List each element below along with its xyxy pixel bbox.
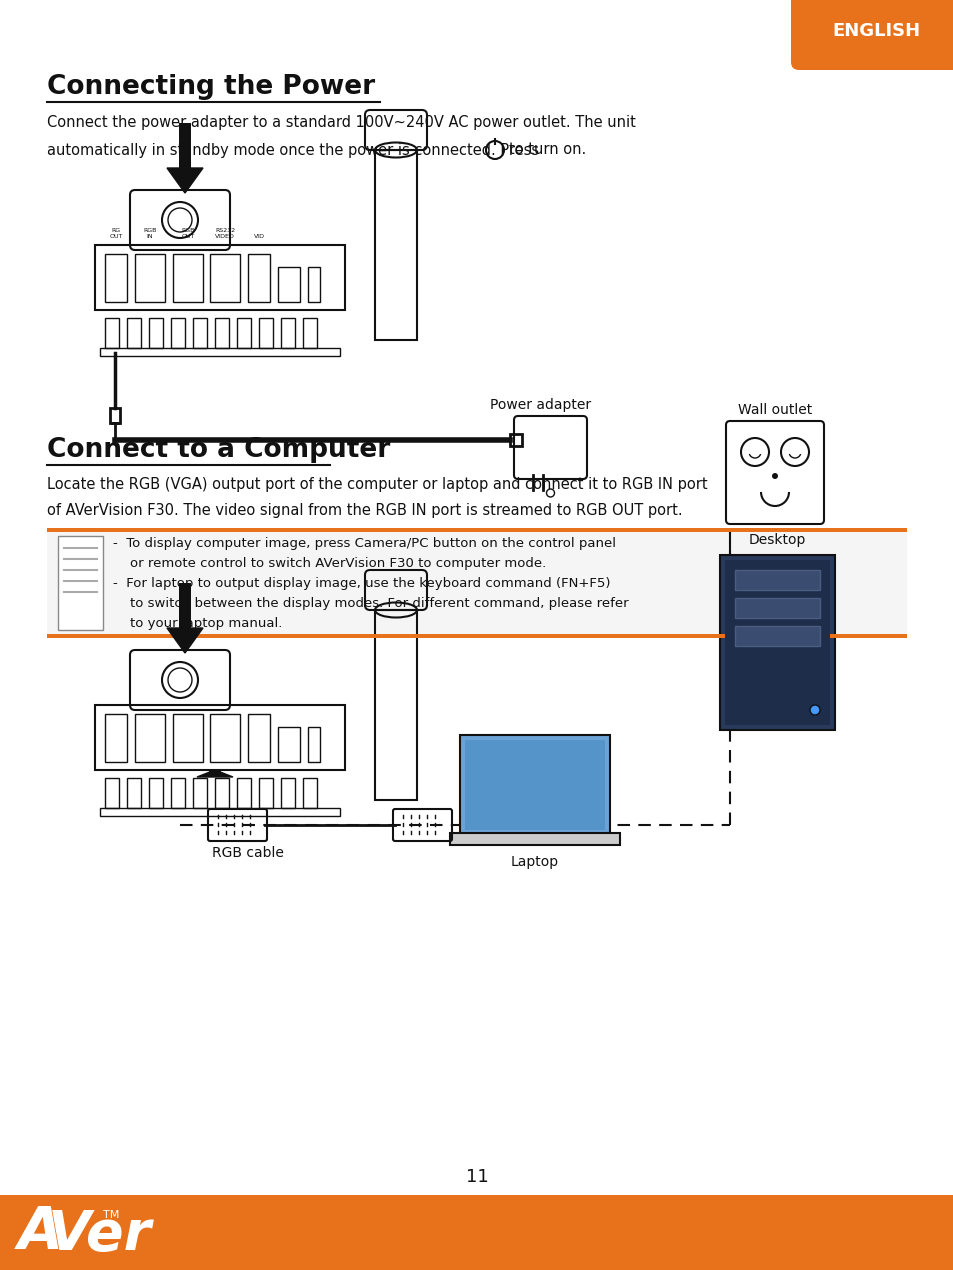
Text: or remote control to switch AVerVision F30 to computer mode.: or remote control to switch AVerVision F… — [112, 558, 546, 570]
Bar — [308, 267, 319, 302]
Bar — [172, 254, 203, 302]
Text: VID: VID — [253, 234, 264, 239]
Text: RG
OUT: RG OUT — [110, 229, 123, 239]
Bar — [210, 714, 240, 762]
Text: 11: 11 — [465, 1168, 488, 1186]
Bar — [799, 0, 953, 55]
Bar — [127, 318, 141, 348]
Bar — [281, 779, 294, 808]
Bar — [105, 779, 119, 808]
Bar — [171, 318, 185, 348]
Text: Connecting the Power: Connecting the Power — [47, 74, 375, 100]
Text: Connect to a Computer: Connect to a Computer — [47, 437, 390, 464]
Text: Wall outlet: Wall outlet — [737, 403, 811, 417]
Bar — [734, 598, 820, 618]
Text: Power adapter: Power adapter — [490, 398, 591, 411]
Circle shape — [809, 705, 820, 715]
Text: Ver: Ver — [48, 1208, 152, 1261]
Circle shape — [771, 472, 778, 479]
Bar — [303, 779, 316, 808]
Bar — [375, 150, 416, 340]
Bar — [105, 318, 119, 348]
Bar — [459, 735, 609, 834]
Bar — [110, 408, 120, 423]
Polygon shape — [196, 770, 233, 777]
Bar — [464, 740, 604, 831]
Text: TM: TM — [103, 1209, 119, 1219]
Bar — [277, 267, 299, 302]
Bar — [179, 583, 191, 627]
Bar — [303, 318, 316, 348]
Bar — [210, 254, 240, 302]
Bar — [193, 779, 207, 808]
Polygon shape — [167, 627, 203, 653]
Bar — [58, 536, 103, 630]
Text: ENGLISH: ENGLISH — [832, 22, 920, 39]
Text: RGB cable: RGB cable — [212, 846, 283, 860]
Bar — [734, 626, 820, 646]
Bar — [149, 779, 163, 808]
Bar — [172, 714, 203, 762]
Bar — [47, 532, 906, 634]
Bar — [47, 634, 906, 638]
Bar — [135, 254, 165, 302]
Text: of AVerVision F30. The video signal from the RGB IN port is streamed to RGB OUT : of AVerVision F30. The video signal from… — [47, 503, 682, 517]
Bar — [236, 779, 251, 808]
Bar — [47, 528, 906, 532]
Text: A: A — [18, 1204, 63, 1261]
Bar — [127, 779, 141, 808]
Bar — [95, 705, 345, 770]
Text: -  For laptop to output display image, use the keyboard command (FN+F5): - For laptop to output display image, us… — [112, 578, 610, 591]
Bar — [105, 254, 127, 302]
Bar — [248, 714, 270, 762]
Bar — [209, 770, 221, 777]
Bar — [308, 726, 319, 762]
Polygon shape — [167, 168, 203, 193]
Bar — [100, 348, 339, 356]
Text: RS232
VIDEO: RS232 VIDEO — [214, 229, 234, 239]
Bar — [734, 570, 820, 591]
Bar — [450, 833, 619, 845]
Text: RGB
OUT: RGB OUT — [181, 229, 194, 239]
Bar — [281, 318, 294, 348]
Text: to your laptop manual.: to your laptop manual. — [112, 617, 282, 630]
Bar — [149, 318, 163, 348]
Text: Desktop: Desktop — [748, 533, 805, 547]
Bar — [135, 714, 165, 762]
Bar — [720, 555, 834, 730]
Bar — [248, 254, 270, 302]
Bar — [100, 808, 339, 817]
Bar — [510, 434, 521, 446]
Text: Locate the RGB (VGA) output port of the computer or laptop and connect it to RGB: Locate the RGB (VGA) output port of the … — [47, 478, 707, 493]
Bar — [375, 610, 416, 800]
Text: Laptop: Laptop — [511, 855, 558, 869]
Bar — [105, 714, 127, 762]
Bar — [214, 318, 229, 348]
Bar — [214, 779, 229, 808]
Bar — [193, 318, 207, 348]
Bar — [236, 318, 251, 348]
Bar — [0, 1195, 953, 1270]
Text: Connect the power adapter to a standard 100V~240V AC power outlet. The unit: Connect the power adapter to a standard … — [47, 114, 636, 130]
FancyBboxPatch shape — [790, 0, 953, 70]
Text: to turn on.: to turn on. — [509, 142, 586, 157]
Bar — [258, 318, 273, 348]
Text: automatically in standby mode once the power is connected. Press: automatically in standby mode once the p… — [47, 142, 538, 157]
Text: RGB
IN: RGB IN — [143, 229, 156, 239]
Bar — [277, 726, 299, 762]
Text: to switch between the display modes. For different command, please refer: to switch between the display modes. For… — [112, 597, 628, 611]
Bar — [95, 245, 345, 310]
Bar — [179, 123, 191, 168]
Text: -  To display computer image, press Camera/PC button on the control panel: - To display computer image, press Camer… — [112, 537, 616, 550]
Bar — [258, 779, 273, 808]
Bar — [724, 560, 829, 725]
Bar — [171, 779, 185, 808]
